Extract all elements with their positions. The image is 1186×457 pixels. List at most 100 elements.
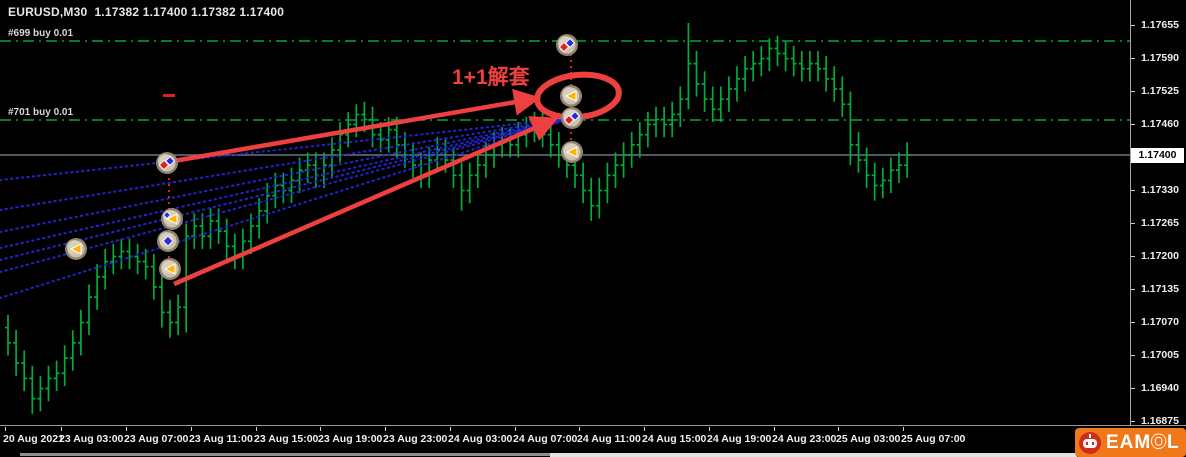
trade-marker-buy[interactable] [159, 258, 181, 280]
time-tick-label: 23 Aug 11:00 [189, 433, 253, 445]
ohlc-bar [790, 45, 797, 77]
ohlc-bar [264, 182, 271, 224]
ohlc-bar [466, 162, 473, 204]
blue-trendlines-group[interactable] [0, 117, 574, 299]
ohlc-bar [61, 345, 68, 386]
time-tick-mark [579, 427, 580, 431]
ohlc-bar [839, 76, 846, 117]
trend-line-6[interactable] [0, 117, 574, 299]
ohlc-bar [280, 172, 287, 204]
time-tick-mark [644, 427, 645, 431]
trend-line-0[interactable] [0, 117, 574, 181]
time-tick-mark [126, 427, 127, 431]
time-tick-label: 25 Aug 07:00 [901, 433, 966, 445]
price-tick-mark [1131, 58, 1135, 60]
time-tick-label: 23 Aug 15:00 [254, 433, 319, 445]
window-bottom-strip-right [550, 453, 1077, 457]
price-tick-mark [1131, 190, 1135, 192]
robot-icon [1079, 431, 1101, 454]
price-tick-label: 1.17005 [1141, 349, 1179, 361]
time-tick-mark [385, 427, 386, 431]
ohlc-bar [110, 243, 117, 275]
ohlc-bar [37, 375, 44, 412]
time-tick-mark [838, 427, 839, 431]
ohlc-bar [239, 228, 246, 270]
ohlc-bar [158, 274, 165, 328]
ohlc-bar [758, 45, 765, 77]
ohlc-bar [458, 162, 465, 211]
trend-line-4[interactable] [0, 117, 574, 261]
ohlc-bar [847, 91, 854, 166]
time-tick-label: 24 Aug 03:00 [448, 433, 513, 445]
ohlc-bar [750, 50, 757, 82]
annotation-arrow-0[interactable] [167, 88, 541, 165]
trade-marker-buy[interactable] [561, 141, 583, 163]
trade-markers-group[interactable] [65, 34, 583, 280]
ohlc-bar [806, 50, 813, 82]
time-tick-label: 24 Aug 07:00 [513, 433, 578, 445]
ohlc-bar [709, 86, 716, 123]
trade-marker-close[interactable] [156, 152, 178, 174]
time-tick-mark [774, 427, 775, 431]
red-price-dash [163, 94, 175, 97]
time-tick-label: 23 Aug 23:00 [383, 433, 448, 445]
red-dotted-links-group [163, 54, 572, 262]
trade-marker-close[interactable] [556, 34, 578, 56]
price-tick-mark [1131, 355, 1135, 356]
rescue-annotation-text[interactable]: 1+1解套 [452, 66, 530, 89]
trade-marker-buy-blue[interactable] [161, 208, 183, 230]
trend-line-2[interactable] [0, 117, 574, 233]
ohlc-bar [248, 213, 254, 254]
ohlc-bar [863, 147, 870, 188]
price-tick-label: 1.17655 [1141, 19, 1179, 32]
trade-marker-blue[interactable] [157, 230, 179, 252]
ohlc-bar [167, 299, 173, 338]
trade-marker-buy[interactable] [65, 238, 87, 260]
ohlc-bar [150, 253, 157, 300]
ohlc-bar [742, 56, 749, 92]
ohlc-bar [588, 177, 595, 221]
logo-text: EAMOL [1106, 431, 1180, 453]
price-axis[interactable]: 1.17655 1.17590 1.17525 1.17460 1.17330 1.172… [1130, 0, 1186, 427]
trend-line-1[interactable] [0, 117, 574, 211]
ohlc-bar [612, 152, 619, 188]
time-tick-mark [191, 427, 192, 431]
order-lines-group [0, 40, 1130, 121]
red-annotation-group[interactable] [167, 71, 622, 287]
trend-line-5[interactable] [0, 117, 574, 273]
time-axis[interactable]: 20 Aug 2021 23 Aug 03:00 23 Aug 07:00 23 Au… [0, 425, 1186, 457]
annotation-arrow-1[interactable] [173, 116, 559, 287]
time-tick-label: 24 Aug 11:00 [577, 433, 641, 445]
price-tick-label: 1.17265 [1141, 217, 1179, 230]
ohlc-bar [86, 284, 92, 336]
window-bottom-strip-left [20, 453, 550, 456]
ohlc-bar [596, 177, 603, 219]
ohlc-bar [636, 122, 643, 158]
time-tick-mark [5, 427, 6, 431]
ohlc-bar [734, 66, 740, 102]
price-tick-mark [1131, 256, 1135, 258]
ohlc-bar [653, 106, 659, 138]
order-701-label: #701 buy 0.01 [8, 107, 74, 118]
time-tick-label: 20 Aug 2021 [3, 433, 64, 445]
chart-header: EURUSD,M30 1.17382 1.17400 1.17382 1.174… [8, 5, 284, 19]
ohlc-bar [669, 101, 676, 138]
ohlc-bar [77, 309, 84, 356]
symbol-timeframe-label: EURUSD,M30 [8, 5, 88, 19]
time-tick-label: 23 Aug 07:00 [124, 433, 189, 445]
time-tick-label: 24 Aug 23:00 [772, 433, 837, 445]
trend-line-3[interactable] [0, 117, 574, 249]
time-tick-mark [320, 427, 321, 431]
price-tick-label: 1.16875 [1141, 414, 1179, 427]
time-tick-label: 23 Aug 03:00 [59, 433, 124, 445]
ohlc-bar [815, 50, 821, 82]
price-tick-label: 1.17070 [1141, 316, 1179, 328]
ohlc-bar [53, 360, 60, 392]
price-tick-mark [1131, 388, 1135, 389]
ohlc-bar [701, 71, 708, 112]
price-tick-label: 1.17330 [1141, 184, 1179, 197]
time-tick-mark [903, 427, 904, 431]
trade-marker-close[interactable] [561, 107, 583, 129]
trade-marker-buy[interactable] [560, 85, 582, 107]
